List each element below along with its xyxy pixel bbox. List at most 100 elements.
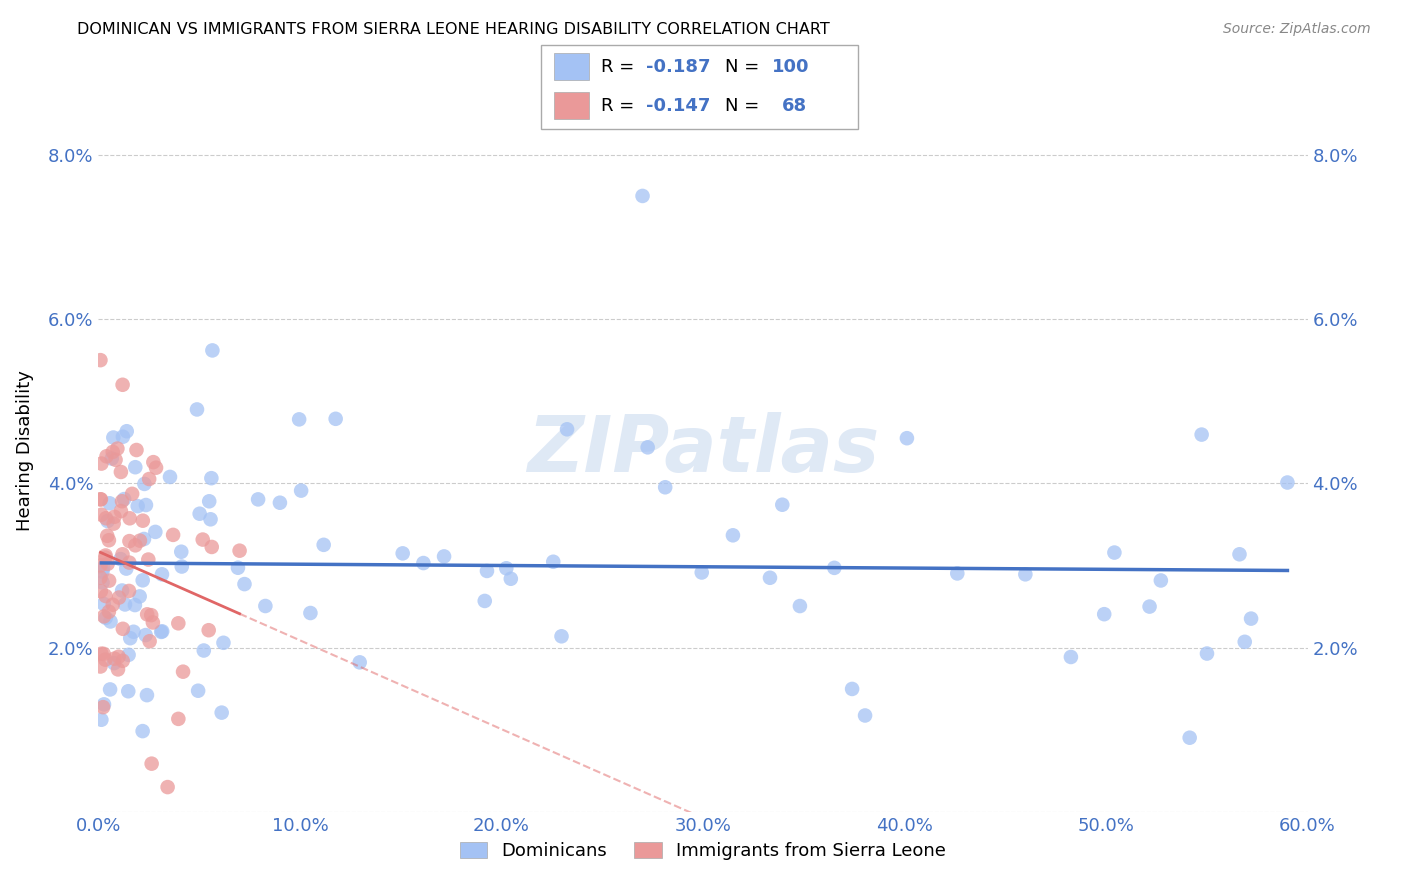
Point <box>770 498 793 512</box>
Point <box>721 528 744 542</box>
Point <box>1240 612 1263 626</box>
Text: R =: R = <box>602 96 640 114</box>
Point <box>94 549 117 563</box>
Point <box>896 431 918 445</box>
Point <box>103 509 125 524</box>
Point <box>108 591 131 605</box>
Point <box>94 611 117 625</box>
Point <box>117 684 139 698</box>
Point <box>170 559 193 574</box>
Bar <box>554 54 589 80</box>
Text: ZIPatlas: ZIPatlas <box>527 412 879 489</box>
Point <box>1178 731 1201 745</box>
Point <box>142 455 165 469</box>
Point <box>543 555 565 569</box>
Point <box>110 465 132 479</box>
Point <box>141 756 163 771</box>
Point <box>170 545 193 559</box>
Point <box>391 546 413 560</box>
Point <box>312 538 335 552</box>
Point <box>1195 647 1218 661</box>
Point <box>145 460 167 475</box>
Point <box>495 561 517 575</box>
Point <box>114 598 136 612</box>
Point <box>197 624 219 638</box>
Point <box>159 470 181 484</box>
Point <box>124 538 146 552</box>
Point <box>94 550 117 565</box>
Point <box>946 566 969 581</box>
Point <box>136 688 159 702</box>
Text: -0.147: -0.147 <box>645 96 710 114</box>
Y-axis label: Hearing Disability: Hearing Disability <box>15 370 34 531</box>
Point <box>290 483 312 498</box>
Point <box>101 598 124 612</box>
Point <box>90 584 112 599</box>
Point <box>122 624 145 639</box>
Point <box>187 683 209 698</box>
Point <box>198 494 221 508</box>
Point <box>191 533 214 547</box>
Point <box>555 422 578 436</box>
Point <box>111 377 134 392</box>
Point <box>98 574 121 588</box>
Point <box>228 543 250 558</box>
Point <box>100 615 122 629</box>
Point <box>97 533 120 548</box>
Point <box>117 648 139 662</box>
Point <box>124 598 146 612</box>
Point <box>475 564 498 578</box>
Point <box>186 402 208 417</box>
Point <box>136 607 159 622</box>
Point <box>654 480 676 494</box>
Point <box>98 496 121 510</box>
Point <box>188 507 211 521</box>
Point <box>91 565 114 579</box>
Point <box>142 615 165 630</box>
Point <box>162 528 184 542</box>
Point <box>91 575 114 590</box>
Bar <box>554 92 589 120</box>
Point <box>103 656 125 670</box>
Point <box>118 511 141 525</box>
Point <box>167 616 190 631</box>
Text: 68: 68 <box>782 96 807 114</box>
Point <box>1092 607 1115 622</box>
Point <box>134 477 156 491</box>
Point <box>823 561 845 575</box>
Point <box>96 529 118 543</box>
Point <box>111 622 134 636</box>
Point <box>200 512 222 526</box>
Point <box>1191 427 1213 442</box>
Point <box>118 556 141 570</box>
Point <box>254 599 277 613</box>
Point <box>247 492 270 507</box>
Point <box>103 651 125 665</box>
Point <box>90 457 112 471</box>
Point <box>93 597 115 611</box>
Point <box>433 549 456 564</box>
Point <box>135 498 157 512</box>
Point <box>193 643 215 657</box>
Point <box>111 494 134 508</box>
Point <box>94 589 117 603</box>
Point <box>631 189 654 203</box>
Point <box>143 524 166 539</box>
Point <box>96 450 118 464</box>
Point <box>201 540 224 554</box>
Point <box>269 496 291 510</box>
Point <box>200 471 222 485</box>
Point <box>853 708 876 723</box>
Point <box>141 608 163 623</box>
Point <box>325 412 347 426</box>
Point <box>90 508 112 522</box>
Point <box>98 682 121 697</box>
Point <box>111 583 134 598</box>
Point <box>156 780 179 794</box>
Point <box>93 647 115 661</box>
Text: Source: ZipAtlas.com: Source: ZipAtlas.com <box>1223 22 1371 37</box>
Point <box>759 571 782 585</box>
FancyBboxPatch shape <box>541 45 858 129</box>
Point <box>201 343 224 358</box>
Point <box>89 571 111 585</box>
